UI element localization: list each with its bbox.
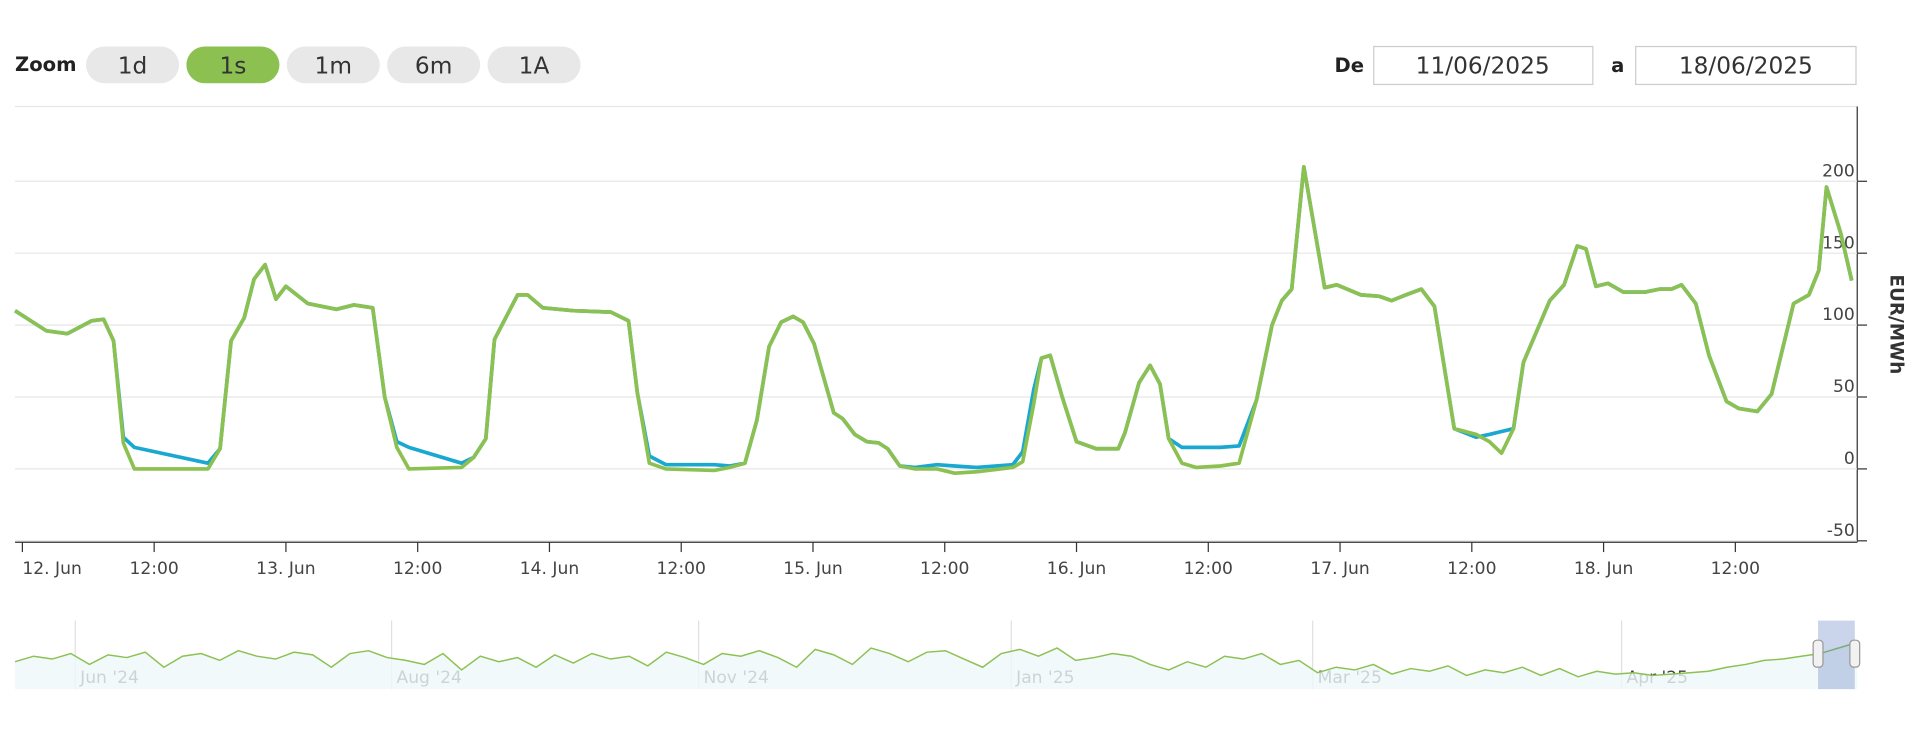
x-tick-label: 12:00	[920, 559, 969, 579]
navigator-line	[14, 641, 1858, 678]
zoom-button[interactable]	[387, 46, 481, 84]
x-tick-label: 12:00	[393, 559, 442, 579]
navigator-handle[interactable]	[1812, 639, 1824, 668]
series-line	[14, 165, 1854, 476]
x-tick-label: 13. Jun	[256, 559, 315, 579]
x-tick-label: 17. Jun	[1310, 559, 1369, 579]
from-input[interactable]	[1373, 45, 1594, 86]
x-tick-label: 12:00	[657, 559, 706, 579]
zoom-button[interactable]	[487, 46, 581, 84]
y-tick-label: 150	[1822, 233, 1855, 253]
to-label: a	[1611, 54, 1624, 77]
to-input[interactable]	[1635, 45, 1857, 86]
y-axis-title: EUR/MWh	[1885, 274, 1906, 374]
x-tick-label: 12:00	[1447, 559, 1496, 579]
zoom-button-label[interactable]: 6m	[415, 52, 452, 79]
x-tick-label: 12:00	[129, 559, 178, 579]
from-label: De	[1335, 54, 1365, 77]
x-tick-label: 15. Jun	[783, 559, 842, 579]
zoom-button-label[interactable]: 1m	[315, 52, 352, 79]
zoom-button[interactable]	[86, 46, 180, 84]
zoom-button[interactable]	[286, 46, 380, 84]
navigator-area	[15, 642, 1858, 690]
x-tick-label: 12. Jun	[22, 559, 81, 579]
x-tick-label: 12:00	[1184, 559, 1233, 579]
to-date[interactable]: 18/06/2025	[1679, 52, 1813, 79]
from-date[interactable]: 11/06/2025	[1416, 52, 1550, 79]
y-tick-label: 200	[1822, 161, 1855, 181]
zoom-button-label[interactable]: 1d	[118, 52, 148, 79]
zoom-button[interactable]	[186, 46, 280, 84]
series-line	[14, 165, 1854, 470]
zoom-button-label[interactable]: 1A	[519, 52, 550, 79]
y-tick-label: -50	[1827, 521, 1855, 541]
y-tick-label: 0	[1844, 449, 1855, 469]
zoom-label: Zoom	[15, 53, 76, 76]
zoom-button-label[interactable]: 1s	[219, 52, 246, 79]
x-tick-label: 14. Jun	[520, 559, 579, 579]
y-tick-label: 50	[1833, 377, 1855, 397]
navigator-handle[interactable]	[1849, 639, 1861, 668]
x-tick-label: 12:00	[1711, 559, 1760, 579]
y-tick-label: 100	[1822, 305, 1855, 325]
x-tick-label: 16. Jun	[1047, 559, 1106, 579]
navigator-window[interactable]	[1818, 620, 1855, 690]
x-tick-label: 18. Jun	[1574, 559, 1633, 579]
